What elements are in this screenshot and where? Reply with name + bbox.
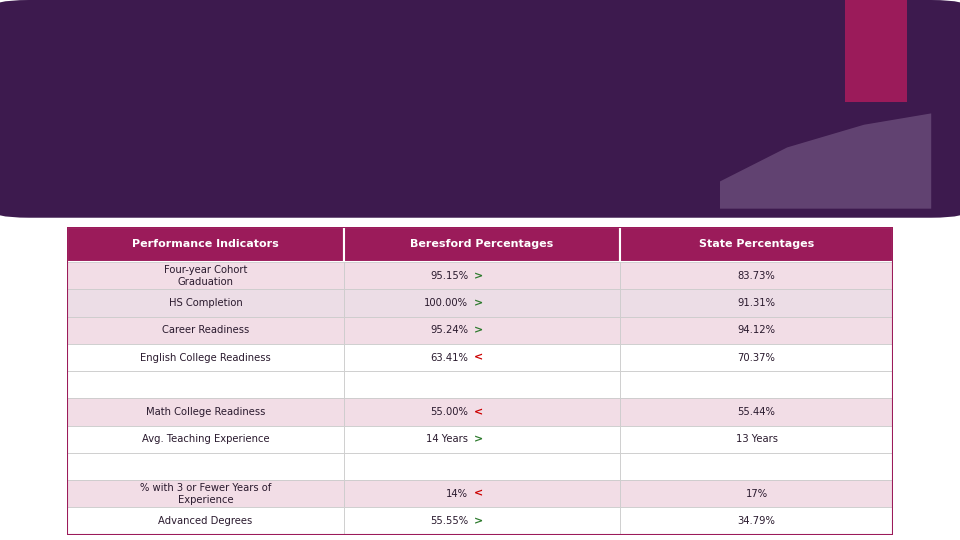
Text: <: < xyxy=(474,353,483,362)
Text: >: > xyxy=(474,325,483,335)
FancyBboxPatch shape xyxy=(845,0,907,102)
Text: >: > xyxy=(474,271,483,281)
FancyBboxPatch shape xyxy=(344,344,620,371)
FancyBboxPatch shape xyxy=(67,426,344,453)
Text: Advanced Degrees: Advanced Degrees xyxy=(158,516,252,526)
Text: <: < xyxy=(474,489,483,499)
FancyBboxPatch shape xyxy=(67,399,344,426)
FancyBboxPatch shape xyxy=(0,0,960,218)
FancyBboxPatch shape xyxy=(67,480,344,508)
FancyBboxPatch shape xyxy=(620,453,893,480)
FancyBboxPatch shape xyxy=(344,453,620,480)
Text: 100.00%: 100.00% xyxy=(424,298,468,308)
Polygon shape xyxy=(720,113,931,208)
FancyBboxPatch shape xyxy=(67,289,344,316)
FancyBboxPatch shape xyxy=(620,426,893,453)
Text: Career Readiness: Career Readiness xyxy=(162,325,249,335)
FancyBboxPatch shape xyxy=(620,480,893,508)
Text: Beresford Percentages: Beresford Percentages xyxy=(411,240,554,249)
FancyBboxPatch shape xyxy=(620,371,893,399)
FancyBboxPatch shape xyxy=(344,289,620,316)
FancyBboxPatch shape xyxy=(344,399,620,426)
FancyBboxPatch shape xyxy=(67,316,344,344)
FancyBboxPatch shape xyxy=(620,289,893,316)
Text: % with 3 or Fewer Years of
Experience: % with 3 or Fewer Years of Experience xyxy=(140,483,271,504)
FancyBboxPatch shape xyxy=(344,316,620,344)
FancyBboxPatch shape xyxy=(67,371,344,399)
Text: >: > xyxy=(474,434,483,444)
Text: 55.55%: 55.55% xyxy=(430,516,468,526)
FancyBboxPatch shape xyxy=(67,227,344,262)
FancyBboxPatch shape xyxy=(67,262,344,289)
Text: Performance Indicators: Performance Indicators xyxy=(132,240,278,249)
FancyBboxPatch shape xyxy=(620,399,893,426)
Text: 70.37%: 70.37% xyxy=(737,353,776,362)
FancyBboxPatch shape xyxy=(620,316,893,344)
FancyBboxPatch shape xyxy=(344,227,620,262)
Text: Avg. Teaching Experience: Avg. Teaching Experience xyxy=(142,434,270,444)
Text: >: > xyxy=(474,298,483,308)
Text: 14 Years: 14 Years xyxy=(426,434,468,444)
Text: 55.00%: 55.00% xyxy=(430,407,468,417)
Text: 94.12%: 94.12% xyxy=(737,325,776,335)
FancyBboxPatch shape xyxy=(344,508,620,535)
Text: 91.31%: 91.31% xyxy=(737,298,776,308)
Text: 95.24%: 95.24% xyxy=(430,325,468,335)
FancyBboxPatch shape xyxy=(67,344,344,371)
FancyBboxPatch shape xyxy=(67,508,344,535)
FancyBboxPatch shape xyxy=(344,480,620,508)
FancyBboxPatch shape xyxy=(620,262,893,289)
FancyBboxPatch shape xyxy=(344,262,620,289)
Text: 63.41%: 63.41% xyxy=(430,353,468,362)
Text: HS Completion: HS Completion xyxy=(169,298,242,308)
FancyBboxPatch shape xyxy=(620,508,893,535)
Text: >: > xyxy=(474,516,483,526)
Text: 95.15%: 95.15% xyxy=(430,271,468,281)
Text: 13 Years: 13 Years xyxy=(735,434,778,444)
Text: Math College Readiness: Math College Readiness xyxy=(146,407,265,417)
FancyBboxPatch shape xyxy=(67,453,344,480)
FancyBboxPatch shape xyxy=(620,227,893,262)
Text: 17%: 17% xyxy=(746,489,768,499)
FancyBboxPatch shape xyxy=(620,344,893,371)
Text: 83.73%: 83.73% xyxy=(737,271,776,281)
Text: 14%: 14% xyxy=(446,489,468,499)
Text: English College Readiness: English College Readiness xyxy=(140,353,271,362)
Text: 34.79%: 34.79% xyxy=(737,516,776,526)
Text: Four-year Cohort
Graduation: Four-year Cohort Graduation xyxy=(164,265,247,287)
Text: <: < xyxy=(474,407,483,417)
Text: 55.44%: 55.44% xyxy=(737,407,776,417)
FancyBboxPatch shape xyxy=(344,426,620,453)
FancyBboxPatch shape xyxy=(344,371,620,399)
Text: State Percentages: State Percentages xyxy=(699,240,814,249)
